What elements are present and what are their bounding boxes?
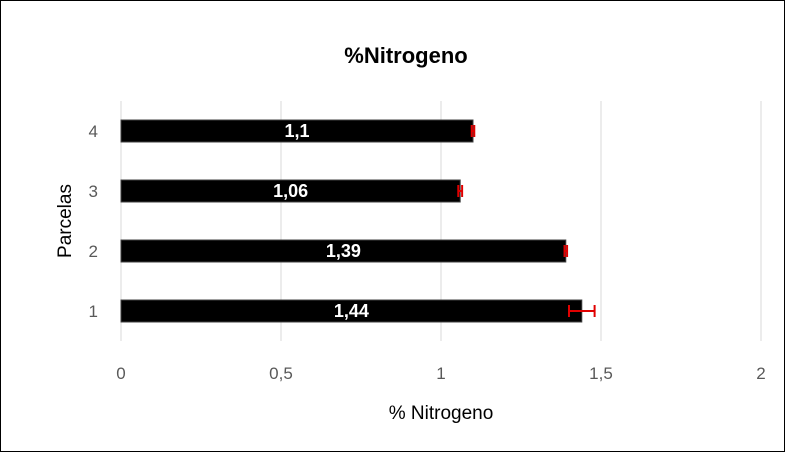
y-tick-label-4: 4	[89, 122, 98, 141]
data-label-3: 1,06	[273, 181, 308, 201]
chart-title: %Nitrogeno	[344, 43, 467, 68]
y-tick-label-1: 1	[89, 302, 98, 321]
x-tick-label-1: 0,5	[269, 364, 293, 383]
data-label-1: 1,44	[334, 301, 369, 321]
error-bar-2	[563, 245, 569, 257]
error-bar-3	[457, 185, 464, 197]
x-tick-label-4: 2	[756, 364, 765, 383]
error-bar-1	[568, 305, 596, 317]
data-label-4: 1,1	[284, 121, 309, 141]
data-labels: 1,44 1,39 1,06 1,1	[273, 121, 369, 321]
error-bar-4	[470, 125, 476, 137]
x-tick-label-3: 1,5	[589, 364, 613, 383]
y-tick-label-2: 2	[89, 242, 98, 261]
data-label-2: 1,39	[326, 241, 361, 261]
error-bars	[457, 125, 596, 317]
x-tick-label-2: 1	[436, 364, 445, 383]
bars	[120, 119, 583, 323]
y-tick-labels: 1 2 3 4	[89, 122, 98, 321]
y-axis-title: Parcelas	[55, 184, 76, 258]
x-tick-label-0: 0	[116, 364, 125, 383]
y-tick-label-3: 3	[89, 182, 98, 201]
x-tick-labels: 0 0,5 1 1,5 2	[116, 364, 765, 383]
x-axis-title: % Nitrogeno	[389, 403, 494, 424]
